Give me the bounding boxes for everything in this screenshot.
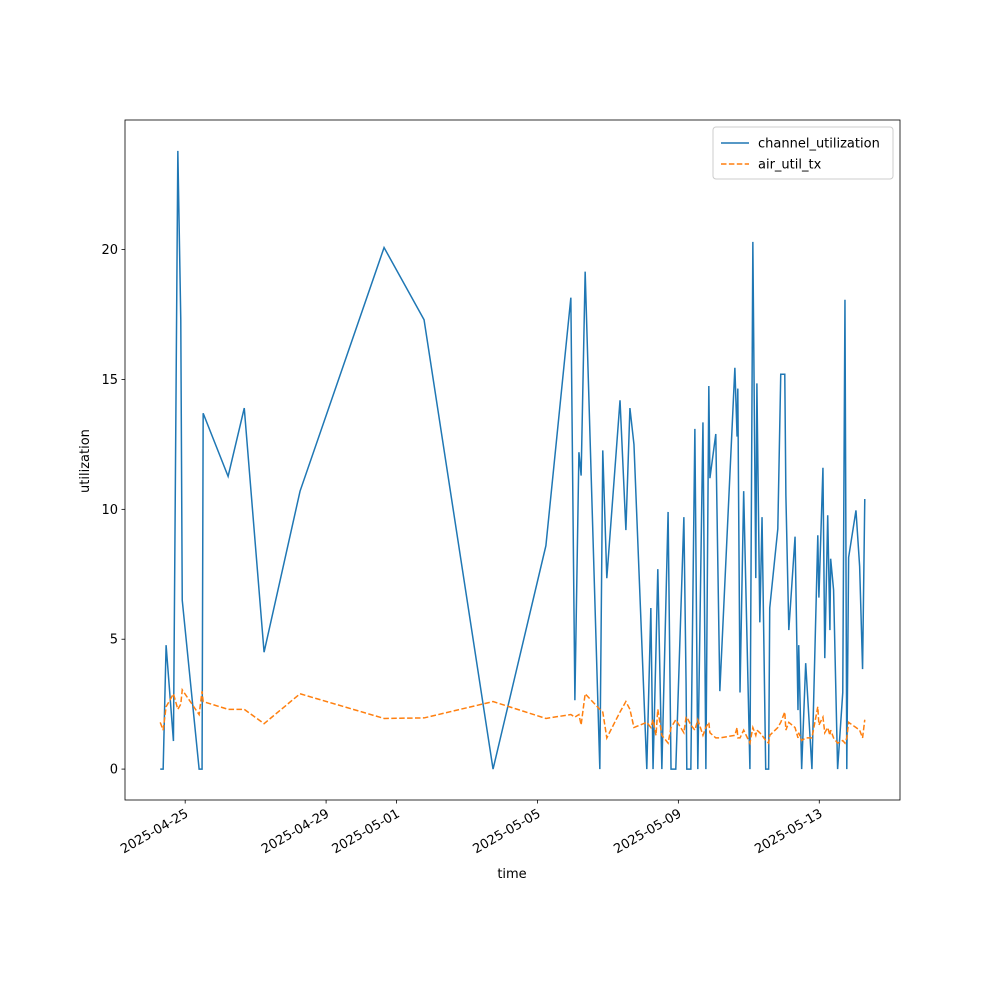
y-tick-label: 0 bbox=[110, 763, 118, 778]
plot-frame bbox=[124, 119, 901, 801]
y-tick-label: 5 bbox=[110, 633, 118, 648]
y-axis-label: utilization bbox=[78, 429, 93, 493]
data-line bbox=[159, 687, 866, 746]
x-axis-label: time bbox=[497, 867, 526, 882]
y-tick-label: 15 bbox=[101, 373, 118, 388]
legend-label: channel_utilization bbox=[758, 137, 880, 152]
data-line bbox=[160, 150, 866, 770]
y-tick-label: 20 bbox=[101, 243, 118, 258]
y-tick-label: 10 bbox=[101, 503, 118, 518]
legend-box bbox=[712, 126, 894, 180]
legend-label: air_util_tx bbox=[758, 158, 822, 173]
